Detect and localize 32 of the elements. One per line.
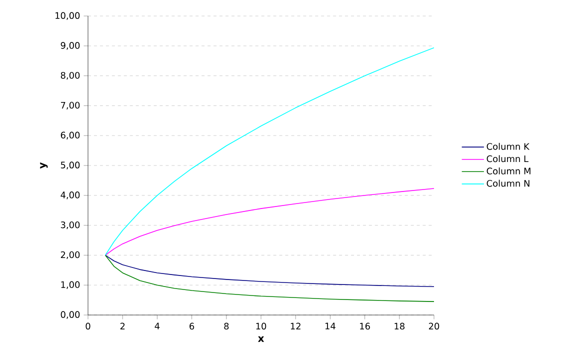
y-axis-title: y (40, 162, 48, 169)
legend-label: Column M (486, 167, 530, 174)
y-tick-label: 8,00 (60, 72, 80, 80)
y-tick-label: 10,00 (56, 12, 80, 20)
y-tick-label: 6,00 (60, 132, 80, 140)
line-series (104, 188, 434, 256)
x-tick-label: 20 (428, 322, 440, 330)
y-tick-label: 9,00 (60, 42, 80, 50)
legend-label: Column K (486, 142, 530, 150)
y-tick-label: 3,00 (60, 221, 80, 230)
x-tick-label: 4 (154, 322, 160, 330)
y-tick-label: 2,00 (60, 251, 80, 260)
x-tick-label: 8 (224, 322, 229, 330)
x-tick-label: 10 (256, 322, 266, 330)
legend-label: Column N (486, 180, 530, 187)
line-series (104, 254, 434, 287)
x-tick-label: 0 (86, 322, 90, 330)
y-tick-label: 4,00 (60, 192, 80, 200)
line-series (104, 47, 434, 256)
y-tick-label: 7,00 (61, 102, 80, 110)
line-series (104, 254, 434, 302)
x-tick-label: 14 (325, 322, 336, 330)
x-tick-label: 2 (120, 322, 125, 330)
x-tick-label: 12 (290, 322, 300, 330)
x-axis-title: x (258, 336, 264, 342)
y-tick-label: 1,00 (61, 281, 80, 289)
x-tick-label: 16 (360, 322, 370, 330)
x-tick-label: 18 (394, 322, 404, 330)
legend-label: Column L (486, 155, 528, 162)
x-tick-label: 6 (190, 322, 194, 330)
y-tick-label: 0,00 (60, 311, 80, 319)
y-tick-label: 5,00 (60, 162, 80, 170)
